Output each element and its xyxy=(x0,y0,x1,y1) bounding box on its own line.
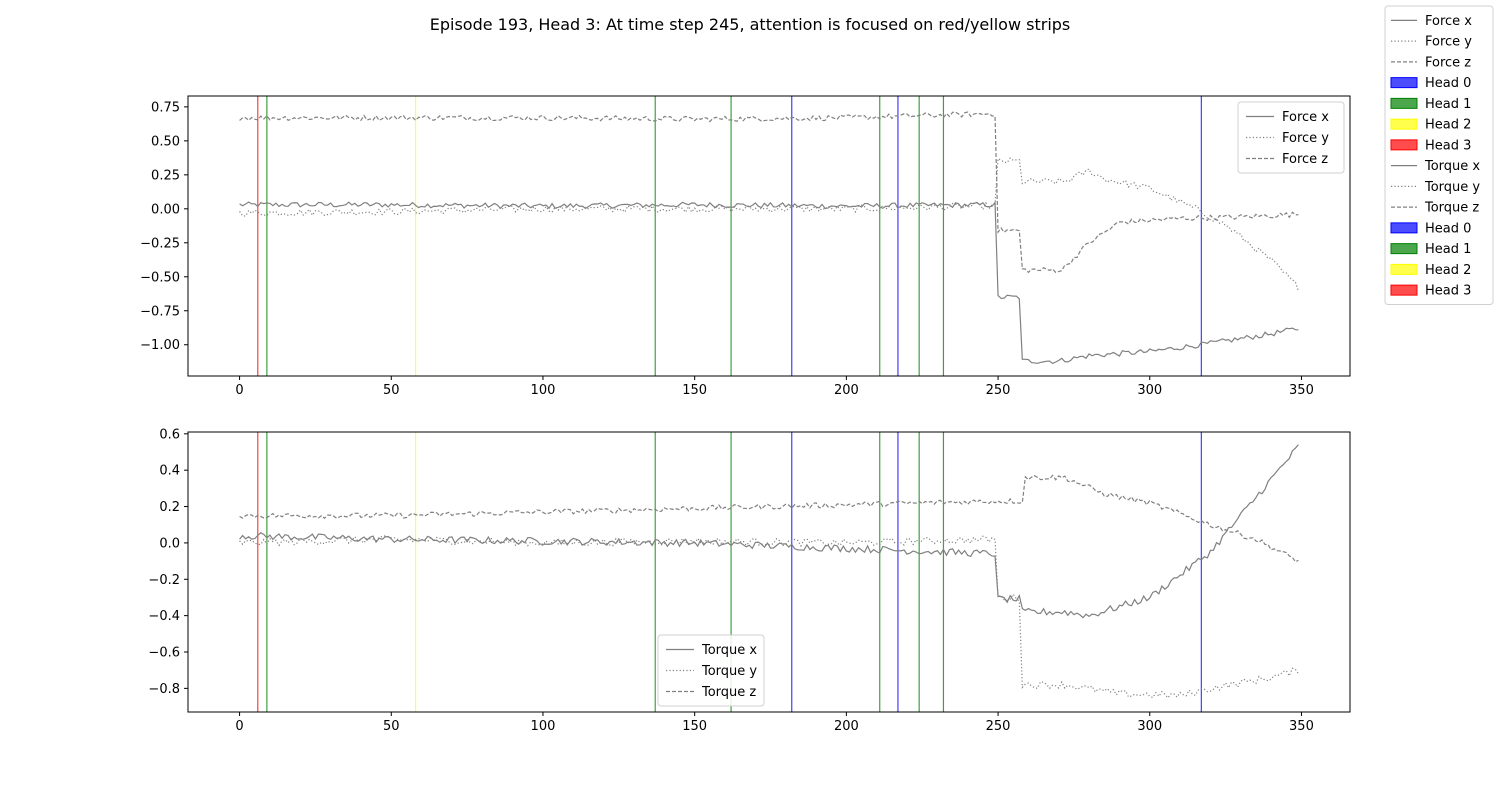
series-line-force-y xyxy=(239,157,1299,292)
figure-legend-label-force-x: Force x xyxy=(1425,14,1472,29)
y-tick-label: 0.25 xyxy=(151,168,180,183)
figure-legend-patch-head-3 xyxy=(1390,284,1418,296)
legend-label-force-z: Force z xyxy=(1282,152,1328,167)
legend-box xyxy=(1237,101,1345,174)
torque-plot-area xyxy=(188,432,1350,712)
x-tick-label: 100 xyxy=(531,719,556,734)
x-tick-label: 50 xyxy=(383,719,400,734)
figure-legend-patch-head-1 xyxy=(1390,97,1418,109)
y-tick-label: −0.8 xyxy=(148,682,180,697)
figure-legend-patch-head-1 xyxy=(1390,243,1418,255)
y-tick-label: 0.50 xyxy=(151,134,180,149)
y-tick-label: −0.50 xyxy=(140,270,180,285)
x-tick-label: 150 xyxy=(682,719,707,734)
torque-plot-frame xyxy=(187,431,1351,713)
x-tick-label: 200 xyxy=(834,383,859,398)
legend-label-force-x: Force x xyxy=(1282,110,1329,125)
x-tick-label: 0 xyxy=(235,719,243,734)
x-tick-label: 350 xyxy=(1289,383,1314,398)
figure-legend-patch-head-0 xyxy=(1390,222,1418,234)
figure-legend-label-head-1: Head 1 xyxy=(1425,242,1471,257)
series-line-torque-x xyxy=(239,444,1299,619)
legend-label-torque-y: Torque y xyxy=(701,664,757,679)
figure-legend-label-torque-x: Torque x xyxy=(1424,159,1480,174)
y-tick-label: −0.4 xyxy=(148,609,180,624)
figure-legend-patch-head-0 xyxy=(1390,77,1418,89)
y-tick-label: 0.75 xyxy=(151,100,180,115)
x-tick-label: 250 xyxy=(986,719,1011,734)
force-plot-frame xyxy=(187,95,1351,377)
figure-legend: Force x Force y Force z Head 0 Head 1 Head 2 H… xyxy=(1384,5,1494,305)
legend-label-torque-x: Torque x xyxy=(701,643,757,658)
y-tick-label: 0.00 xyxy=(151,202,180,217)
y-tick-label: −0.6 xyxy=(148,646,180,661)
chart-title: Episode 193, Head 3: At time step 245, a… xyxy=(430,15,1071,34)
series-line-force-x xyxy=(239,200,1299,365)
y-tick-label: 0.0 xyxy=(159,536,180,551)
figure-legend-label-head-2: Head 2 xyxy=(1425,263,1471,278)
figure-legend-label-force-y: Force y xyxy=(1425,35,1472,50)
legend-label-torque-z: Torque z xyxy=(701,685,756,700)
figure-legend-label-force-z: Force z xyxy=(1425,55,1471,70)
force-plot-area xyxy=(188,96,1350,376)
x-tick-label: 200 xyxy=(834,719,859,734)
x-tick-label: 250 xyxy=(986,383,1011,398)
y-tick-label: 0.2 xyxy=(159,500,180,515)
y-tick-label: −1.00 xyxy=(140,338,180,353)
figure-legend-label-torque-z: Torque z xyxy=(1424,201,1479,216)
y-tick-label: −0.2 xyxy=(148,573,180,588)
force-subplot: 0 50 100 150 200 250 300 350 0.75 0.50 0.25 0.00 −0… xyxy=(140,95,1351,398)
series-line-force-z xyxy=(239,111,1299,274)
x-tick-label: 300 xyxy=(1137,719,1162,734)
figure-legend-label-torque-y: Torque y xyxy=(1424,180,1480,195)
series-line-torque-z xyxy=(239,474,1299,563)
figure-legend-label-head-0: Head 0 xyxy=(1425,76,1471,91)
x-tick-label: 150 xyxy=(682,383,707,398)
figure-legend-box xyxy=(1384,5,1494,305)
x-tick-label: 100 xyxy=(531,383,556,398)
figure-legend-label-head-1: Head 1 xyxy=(1425,97,1471,112)
x-tick-label: 50 xyxy=(383,383,400,398)
legend-box xyxy=(657,634,765,707)
x-tick-label: 300 xyxy=(1137,383,1162,398)
y-tick-label: −0.75 xyxy=(140,304,180,319)
x-tick-label: 350 xyxy=(1289,719,1314,734)
figure-legend-label-head-0: Head 0 xyxy=(1425,221,1471,236)
y-tick-label: −0.25 xyxy=(140,236,180,251)
figure-legend-patch-head-3 xyxy=(1390,139,1418,151)
legend-label-force-y: Force y xyxy=(1282,131,1329,146)
figure-legend-label-head-2: Head 2 xyxy=(1425,118,1471,133)
figure-legend-label-head-3: Head 3 xyxy=(1425,138,1471,153)
torque-subplot: 0 50 100 150 200 250 300 350 0.6 0.4 0.2 0.0 −0.2 −0… xyxy=(148,427,1351,734)
figure-legend-label-head-3: Head 3 xyxy=(1425,284,1471,299)
figure-legend-patch-head-2 xyxy=(1390,263,1418,275)
y-tick-label: 0.4 xyxy=(159,464,180,479)
x-tick-label: 0 xyxy=(235,383,243,398)
y-tick-label: 0.6 xyxy=(159,427,180,442)
figure-legend-patch-head-2 xyxy=(1390,118,1418,130)
series-line-torque-y xyxy=(239,535,1299,699)
